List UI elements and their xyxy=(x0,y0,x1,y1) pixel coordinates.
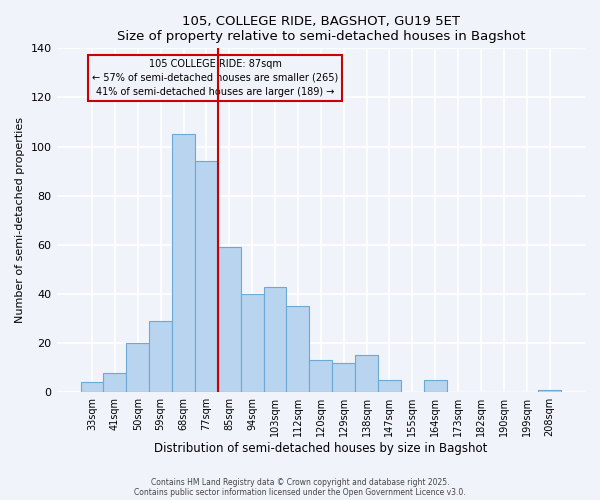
Bar xyxy=(424,380,446,392)
Y-axis label: Number of semi-detached properties: Number of semi-detached properties xyxy=(15,118,25,324)
Bar xyxy=(263,286,286,392)
Bar xyxy=(218,248,241,392)
Bar xyxy=(127,343,149,392)
Bar xyxy=(310,360,332,392)
Bar xyxy=(172,134,195,392)
Bar xyxy=(286,306,310,392)
Bar xyxy=(80,382,103,392)
Bar xyxy=(241,294,263,392)
Title: 105, COLLEGE RIDE, BAGSHOT, GU19 5ET
Size of property relative to semi-detached : 105, COLLEGE RIDE, BAGSHOT, GU19 5ET Siz… xyxy=(116,15,525,43)
Bar xyxy=(149,321,172,392)
Bar xyxy=(195,162,218,392)
Bar xyxy=(355,356,378,392)
Text: Contains HM Land Registry data © Crown copyright and database right 2025.
Contai: Contains HM Land Registry data © Crown c… xyxy=(134,478,466,497)
Bar xyxy=(332,362,355,392)
X-axis label: Distribution of semi-detached houses by size in Bagshot: Distribution of semi-detached houses by … xyxy=(154,442,487,455)
Bar xyxy=(378,380,401,392)
Bar xyxy=(103,372,127,392)
Text: 105 COLLEGE RIDE: 87sqm
← 57% of semi-detached houses are smaller (265)
41% of s: 105 COLLEGE RIDE: 87sqm ← 57% of semi-de… xyxy=(92,58,338,96)
Bar xyxy=(538,390,561,392)
